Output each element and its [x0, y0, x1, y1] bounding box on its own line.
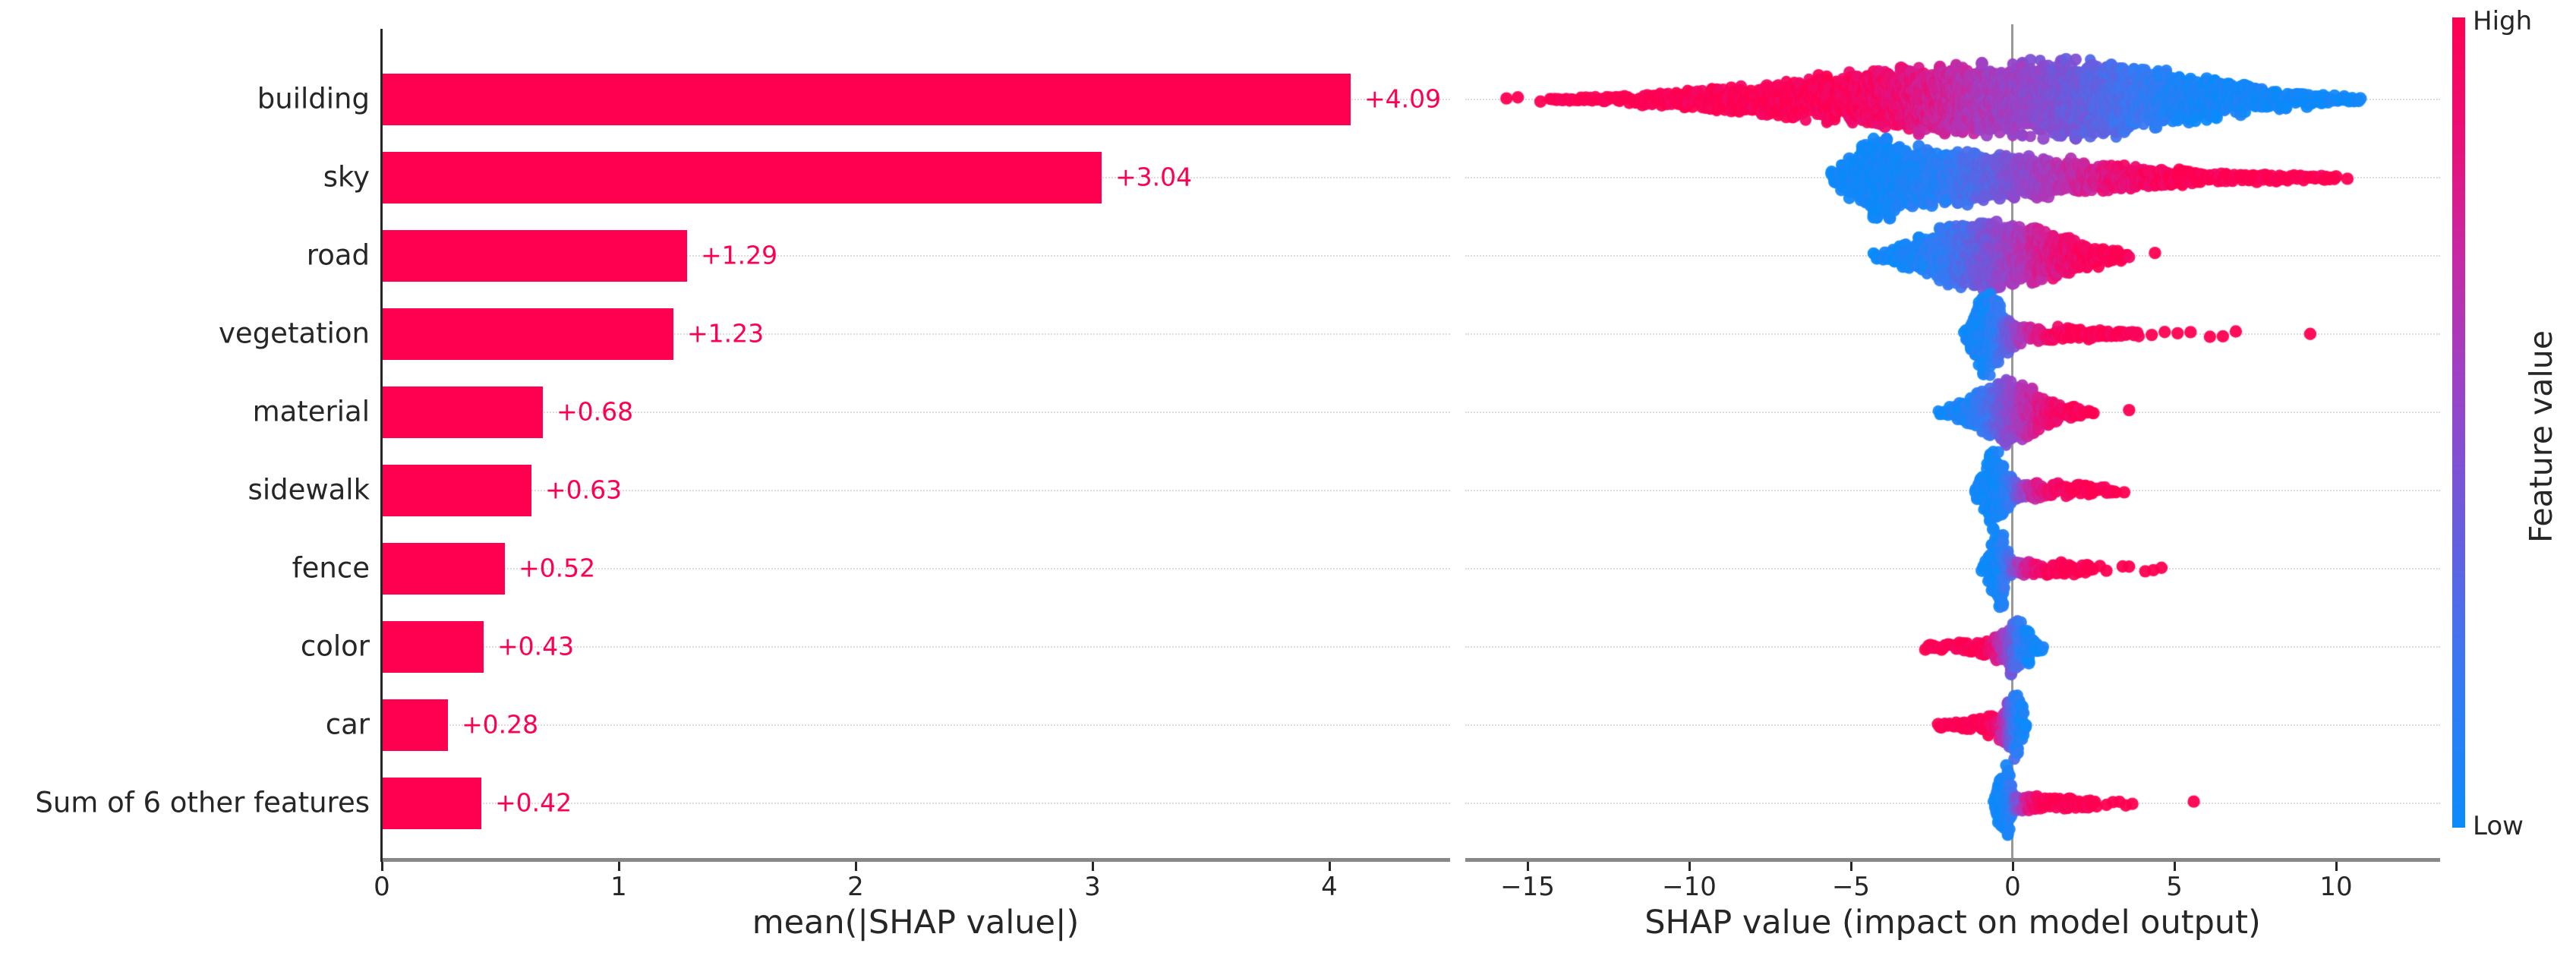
beeswarm-x-tick-mark — [2174, 862, 2176, 871]
bar-x-tick-label: 0 — [374, 872, 390, 902]
colorbar-gradient — [2452, 17, 2465, 828]
bar-x-tick-label: 4 — [1321, 872, 1338, 902]
beeswarm-x-tick-label: 10 — [2319, 872, 2353, 902]
beeswarm-x-tick-label: −10 — [1662, 872, 1717, 902]
bar-x-tick-mark — [618, 862, 620, 871]
bar-x-tick-mark — [1092, 862, 1094, 871]
colorbar-low-label: Low — [2473, 811, 2524, 841]
beeswarm-x-axis-title: SHAP value (impact on model output) — [1644, 904, 2261, 942]
beeswarm-x-axis-line — [1465, 858, 2440, 862]
bar-y-axis-line — [380, 29, 383, 862]
colorbar-title: Feature value — [2523, 330, 2559, 543]
bar-x-tick-mark — [381, 862, 383, 871]
bar-x-axis-title: mean(|SHAP value|) — [752, 904, 1080, 942]
bar-x-axis-line — [382, 858, 1450, 862]
colorbar-high-label: High — [2473, 6, 2533, 36]
beeswarm-x-tick-mark — [1688, 862, 1691, 871]
beeswarm-x-tick-mark — [1527, 862, 1529, 871]
bar-x-tick-mark — [855, 862, 857, 871]
beeswarm-x-tick-mark — [1850, 862, 1852, 871]
bar-x-tick-mark — [1329, 862, 1331, 871]
bar-x-tick-label: 1 — [610, 872, 627, 902]
beeswarm-x-tick-mark — [2012, 862, 2014, 871]
beeswarm-x-tick-mark — [2335, 862, 2338, 871]
beeswarm-x-tick-label: 5 — [2166, 872, 2183, 902]
beeswarm-x-tick-label: −15 — [1500, 872, 1555, 902]
bar-x-tick-label: 3 — [1084, 872, 1101, 902]
beeswarm-x-tick-label: −5 — [1831, 872, 1871, 902]
beeswarm-x-tick-label: 0 — [2004, 872, 2021, 902]
bar-x-tick-label: 2 — [847, 872, 864, 902]
